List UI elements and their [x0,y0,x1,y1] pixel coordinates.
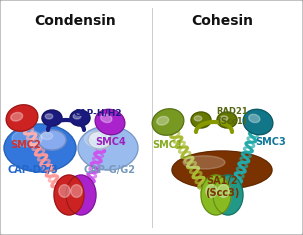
Ellipse shape [194,116,202,121]
Ellipse shape [45,114,53,119]
Ellipse shape [249,114,260,123]
Ellipse shape [66,175,96,215]
Text: Cohesin: Cohesin [191,14,253,28]
Ellipse shape [6,105,38,131]
Text: SMC4: SMC4 [95,137,126,147]
Text: CAP-G/G2: CAP-G/G2 [84,165,136,175]
Ellipse shape [101,114,112,123]
Text: Condensin: Condensin [34,14,116,28]
Ellipse shape [73,114,81,119]
Ellipse shape [42,110,62,126]
Ellipse shape [54,175,84,215]
Ellipse shape [213,175,243,215]
Ellipse shape [206,185,217,197]
Text: SA1/2
(Scc3): SA1/2 (Scc3) [205,176,239,198]
Ellipse shape [78,126,138,170]
Ellipse shape [172,151,272,189]
Ellipse shape [243,109,273,135]
Ellipse shape [217,112,237,128]
Ellipse shape [38,130,66,150]
Text: CAP-D2/3: CAP-D2/3 [8,165,59,175]
Text: SMC3: SMC3 [255,137,286,147]
Ellipse shape [88,131,112,149]
Text: SMC1: SMC1 [152,140,183,150]
Ellipse shape [12,130,42,147]
Ellipse shape [95,109,125,135]
Ellipse shape [201,175,231,215]
Text: RAD21
(Scc1): RAD21 (Scc1) [216,107,248,126]
Ellipse shape [4,124,76,172]
Ellipse shape [70,110,90,126]
Ellipse shape [41,133,53,140]
Ellipse shape [183,156,225,169]
Ellipse shape [85,132,110,147]
Text: CAP-H/H2: CAP-H/H2 [74,108,123,117]
Ellipse shape [152,109,184,135]
Ellipse shape [91,133,101,140]
Ellipse shape [220,116,228,121]
Ellipse shape [157,116,169,125]
Ellipse shape [191,112,211,128]
Ellipse shape [11,112,23,121]
Ellipse shape [218,185,229,197]
Ellipse shape [71,185,82,197]
Ellipse shape [59,185,70,197]
Text: SMC2: SMC2 [10,140,41,150]
